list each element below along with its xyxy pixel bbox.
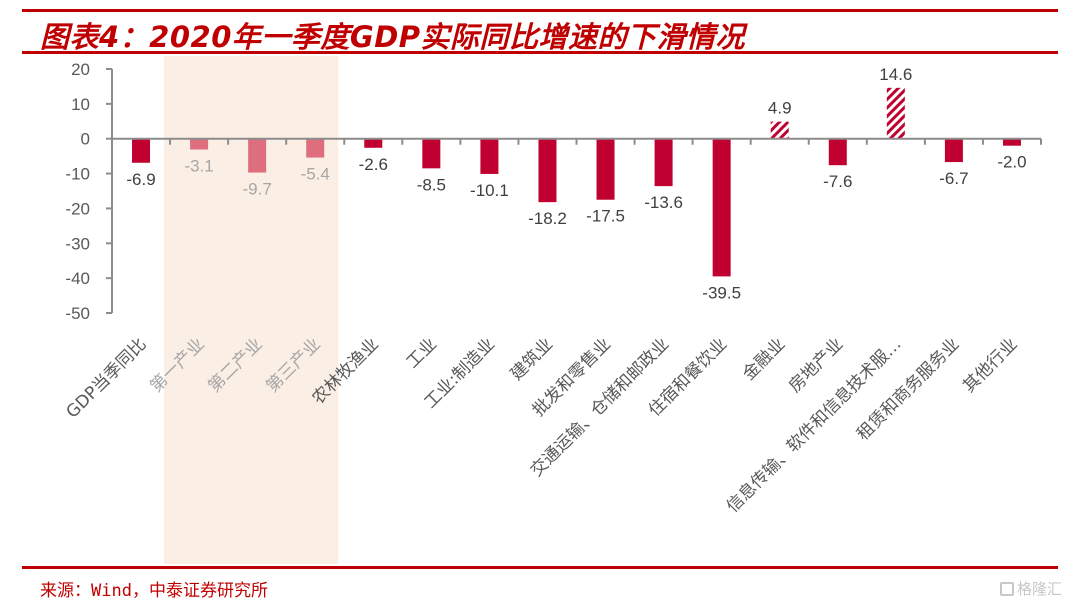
data-label-3: -5.4 xyxy=(301,165,330,184)
bar-13 xyxy=(886,87,905,139)
data-label-1: -3.1 xyxy=(184,157,213,176)
y-tick-label-3: -10 xyxy=(65,165,90,184)
bar-1 xyxy=(190,138,209,150)
bar-0 xyxy=(132,138,151,163)
data-label-6: -10.1 xyxy=(470,181,509,200)
bar-10 xyxy=(712,138,731,277)
y-tick-label-5: -30 xyxy=(65,234,90,253)
data-label-10: -39.5 xyxy=(702,283,741,302)
bar-2 xyxy=(248,138,267,173)
bar-12 xyxy=(828,138,847,166)
category-label-5: 工业 xyxy=(403,334,441,372)
highlight-band xyxy=(164,56,339,564)
watermark: 格隆汇 xyxy=(999,578,1062,599)
category-label-0: GDP当季同比 xyxy=(63,334,151,422)
bar-7 xyxy=(538,138,557,203)
data-label-7: -18.2 xyxy=(528,209,567,228)
bar-8 xyxy=(596,138,615,200)
category-label-15: 其他行业 xyxy=(959,334,1021,396)
bar-15 xyxy=(1002,138,1021,146)
bar-3 xyxy=(306,138,325,158)
data-label-5: -8.5 xyxy=(417,175,446,194)
data-label-0: -6.9 xyxy=(126,170,155,189)
source-note: 来源：Wind，中泰证券研究所 xyxy=(40,581,268,601)
data-label-15: -2.0 xyxy=(997,153,1026,172)
data-label-13: 14.6 xyxy=(879,65,912,84)
data-label-12: -7.6 xyxy=(823,172,852,191)
category-label-11: 金融业 xyxy=(739,334,789,384)
chart-title: 图表4：2020年一季度GDP实际同比增速的下滑情况 xyxy=(40,20,746,54)
y-tick-label-0: 20 xyxy=(71,60,90,79)
title-bottom-rule xyxy=(22,51,1058,54)
footer-rule xyxy=(22,566,1058,569)
data-label-9: -13.6 xyxy=(644,193,683,212)
data-label-11: 4.9 xyxy=(768,99,792,118)
bar-14 xyxy=(944,138,963,163)
data-label-2: -9.7 xyxy=(243,180,272,199)
y-tick-label-4: -20 xyxy=(65,199,90,218)
y-tick-label-7: -50 xyxy=(65,304,90,323)
bar-6 xyxy=(480,138,499,174)
y-tick-label-2: 0 xyxy=(81,130,90,149)
category-label-7: 建筑业 xyxy=(507,334,557,384)
y-tick-label-1: 10 xyxy=(71,95,90,114)
category-label-14: 租赁和商务服务业 xyxy=(853,334,963,444)
bar-chart: -6.9GDP当季同比-3.1第一产业-9.7第二产业-5.4第三产业-2.6农… xyxy=(63,56,1042,564)
data-label-14: -6.7 xyxy=(939,169,968,188)
watermark-logo-icon xyxy=(999,581,1014,596)
bar-11 xyxy=(770,121,789,139)
bar-9 xyxy=(654,138,673,187)
title-top-rule xyxy=(22,9,1058,12)
bar-5 xyxy=(422,138,441,169)
watermark-text: 格隆汇 xyxy=(1016,580,1062,598)
bar-4 xyxy=(364,138,383,148)
data-label-4: -2.6 xyxy=(359,155,388,174)
data-label-8: -17.5 xyxy=(586,207,625,226)
y-tick-label-6: -40 xyxy=(65,269,90,288)
